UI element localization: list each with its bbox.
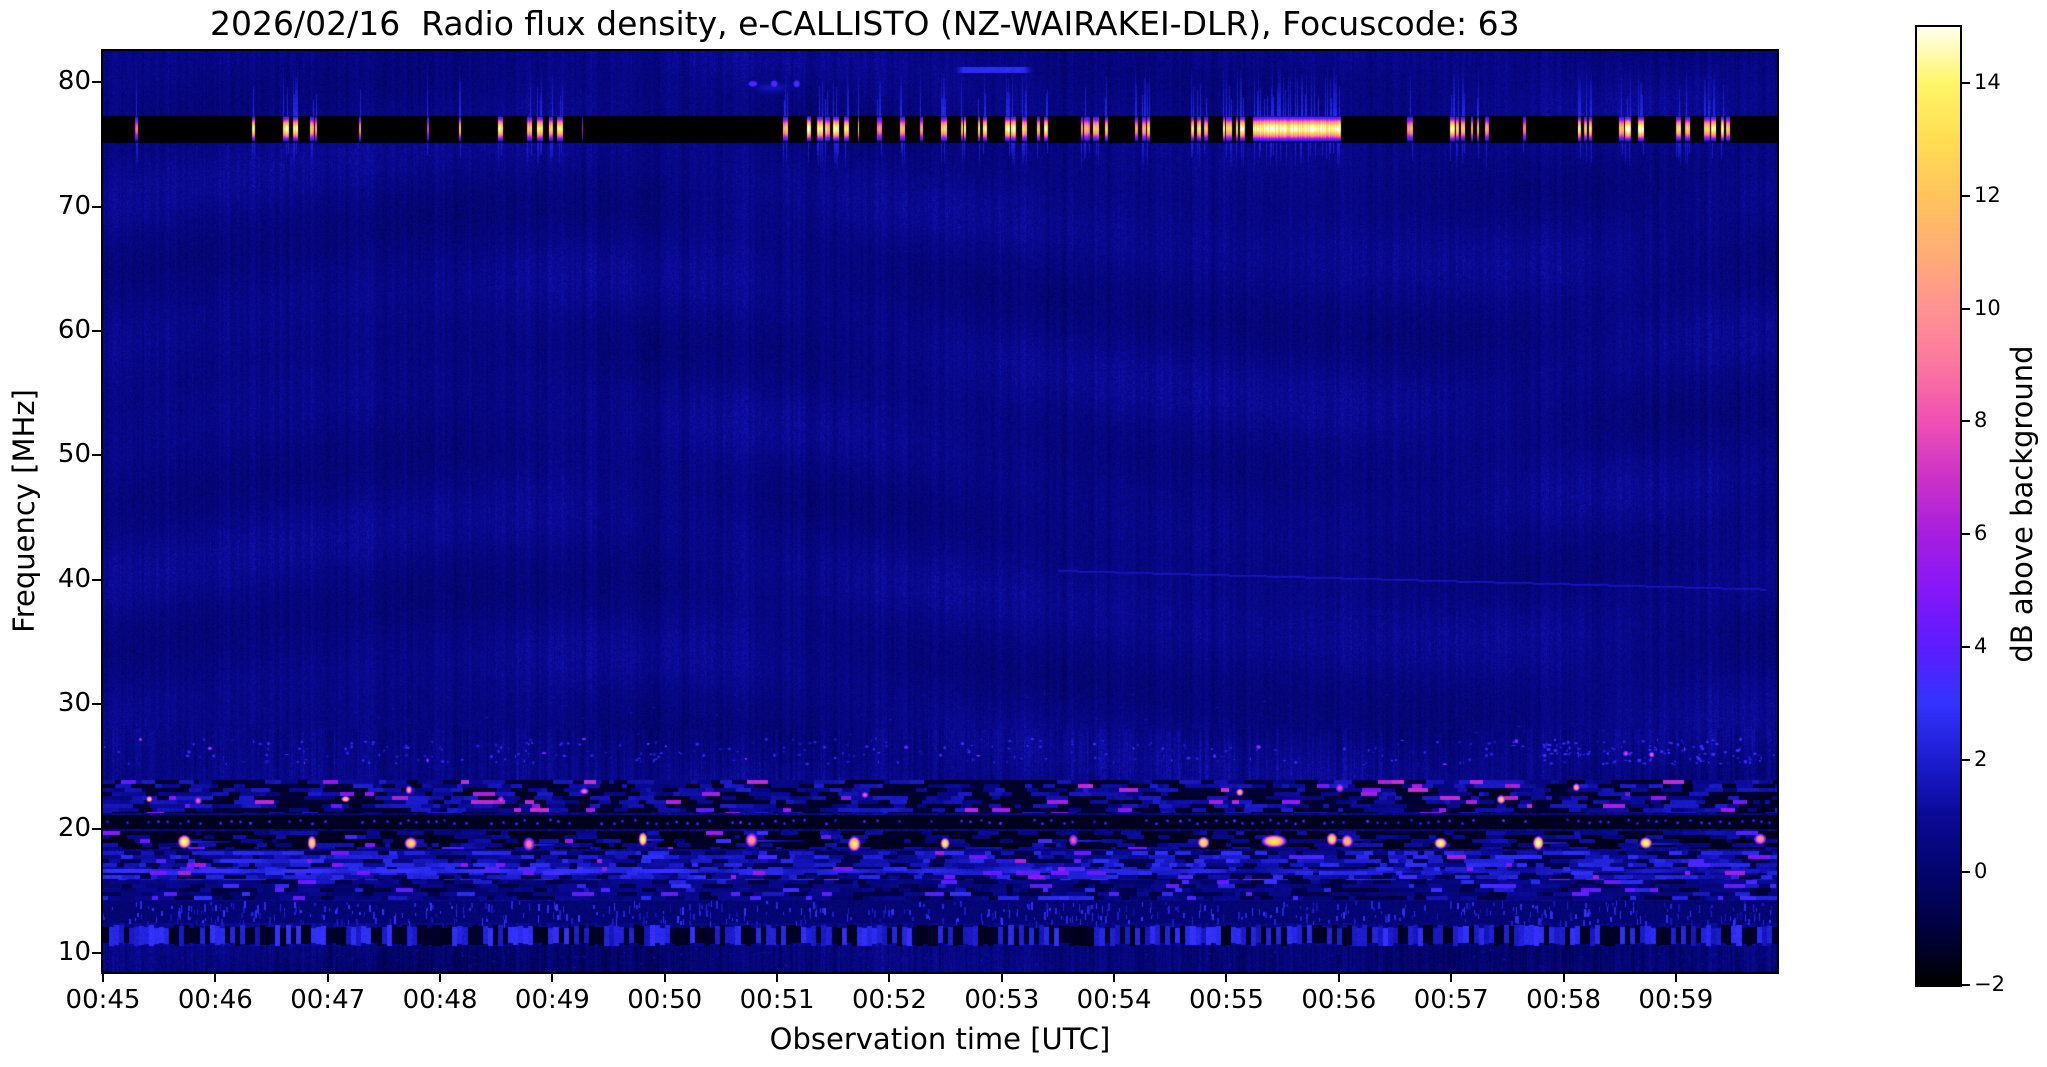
- colorbar-gradient: [1917, 27, 1960, 985]
- colorbar-tick-label: 10: [1974, 295, 2001, 320]
- y-tick-mark: [92, 952, 101, 955]
- x-tick-mark: [1113, 973, 1116, 982]
- y-tick-mark: [92, 578, 101, 581]
- y-tick-label: 40: [57, 563, 91, 594]
- x-tick-label: 00:58: [1526, 985, 1601, 1015]
- x-tick-label: 00:51: [739, 985, 815, 1015]
- y-tick-label: 60: [57, 315, 91, 346]
- x-tick-mark: [1337, 973, 1340, 982]
- colorbar-tick-mark: [1962, 533, 1970, 536]
- y-tick-mark: [92, 205, 101, 208]
- x-tick-label: 00:48: [402, 985, 478, 1015]
- colorbar-tick-mark: [1962, 420, 1970, 423]
- y-tick-mark: [92, 330, 101, 333]
- colorbar-tick-mark: [1962, 871, 1970, 874]
- y-tick-mark: [92, 703, 101, 706]
- x-tick-label: 00:47: [290, 985, 366, 1015]
- colorbar-tick-mark: [1962, 82, 1970, 85]
- y-tick-mark: [92, 827, 101, 830]
- x-tick-mark: [1000, 973, 1003, 982]
- x-tick-mark: [1225, 973, 1228, 982]
- x-tick-label: 00:45: [65, 985, 141, 1015]
- y-tick-label: 10: [57, 937, 91, 968]
- y-tick-mark: [92, 454, 101, 457]
- colorbar-tick-mark: [1962, 645, 1970, 648]
- x-tick-label: 00:57: [1413, 985, 1489, 1015]
- x-tick-label: 00:59: [1638, 985, 1714, 1015]
- colorbar-tick-label: 8: [1974, 408, 1988, 433]
- colorbar-tick-mark: [1962, 195, 1970, 198]
- x-tick-label: 00:49: [514, 985, 590, 1015]
- x-axis-label: Observation time [UTC]: [769, 1022, 1111, 1056]
- x-tick-mark: [214, 973, 217, 982]
- y-axis-label: Frequency [MHz]: [7, 389, 41, 633]
- colorbar-tick-label: 0: [1974, 859, 1988, 884]
- colorbar-tick-label: 14: [1974, 70, 2001, 95]
- colorbar-tick-label: 12: [1974, 183, 2001, 208]
- x-tick-mark: [439, 973, 442, 982]
- x-tick-mark: [663, 973, 666, 982]
- x-tick-label: 00:50: [627, 985, 703, 1015]
- spectrogram-heatmap: [103, 51, 1777, 972]
- x-tick-label: 00:52: [851, 985, 927, 1015]
- x-tick-label: 00:53: [964, 985, 1040, 1015]
- chart-title: 2026/02/16 Radio flux density, e-CALLIST…: [210, 4, 1520, 43]
- x-tick-label: 00:55: [1189, 985, 1264, 1015]
- colorbar-tick-mark: [1962, 307, 1970, 310]
- y-tick-label: 30: [57, 688, 91, 719]
- y-tick-mark: [92, 81, 101, 84]
- y-tick-label: 70: [57, 190, 91, 221]
- x-tick-label: 00:46: [177, 985, 253, 1015]
- y-tick-label: 20: [57, 812, 91, 843]
- colorbar-tick-label: 6: [1974, 521, 1988, 546]
- x-tick-mark: [776, 973, 779, 982]
- y-tick-label: 50: [57, 439, 91, 470]
- colorbar-tick-label: 2: [1974, 746, 1988, 771]
- colorbar-tick-label: 4: [1974, 633, 1988, 658]
- x-tick-mark: [1450, 973, 1453, 982]
- x-tick-mark: [551, 973, 554, 982]
- colorbar-label: dB above background: [2005, 345, 2039, 663]
- x-tick-label: 00:56: [1301, 985, 1377, 1015]
- x-tick-mark: [888, 973, 891, 982]
- x-tick-mark: [1562, 973, 1565, 982]
- colorbar-tick-mark: [1962, 984, 1970, 986]
- colorbar-tick-label: −2: [1974, 972, 2005, 996]
- x-tick-label: 00:54: [1076, 985, 1152, 1015]
- x-tick-mark: [1674, 973, 1677, 982]
- y-tick-label: 80: [57, 66, 91, 97]
- x-tick-mark: [326, 973, 329, 982]
- colorbar-tick-mark: [1962, 758, 1970, 761]
- x-tick-mark: [102, 973, 104, 982]
